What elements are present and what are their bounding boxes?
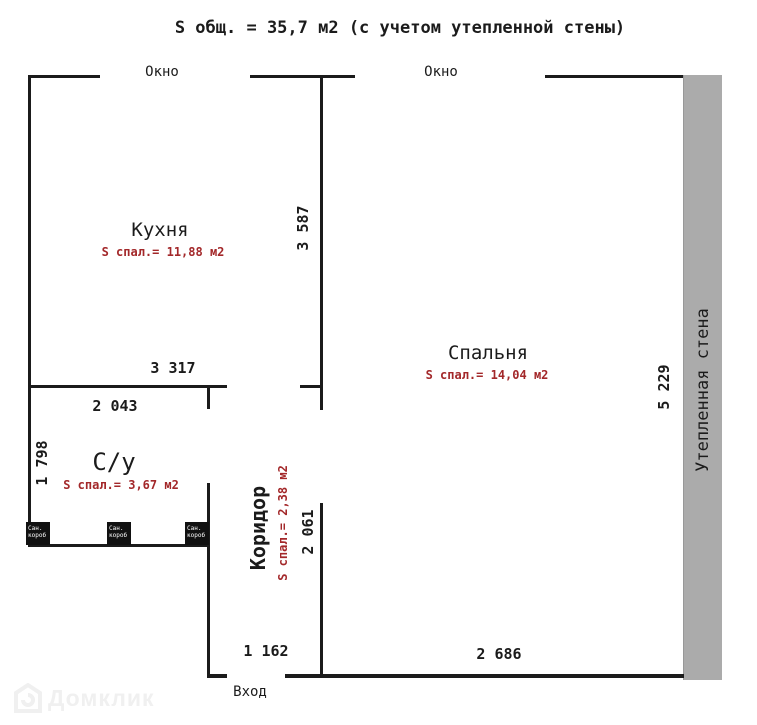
wall-top-segment-1 — [28, 75, 100, 78]
sanitary-box-1: Сан. короб — [26, 522, 50, 545]
wall-kitchen-bottom — [28, 385, 227, 388]
wall-kitchen-bedroom-divider — [320, 75, 323, 410]
domclick-logo-icon — [14, 683, 42, 713]
wall-top-segment-3 — [545, 75, 684, 78]
dimension-kitchen-width: 3 317 — [150, 359, 196, 377]
window-label-2: Окно — [424, 64, 458, 80]
room-area-bedroom: S спал.= 14,04 м2 — [425, 368, 549, 382]
wall-top-segment-2 — [250, 75, 355, 78]
entrance-label: Вход — [233, 684, 267, 700]
wall-corridor-left — [207, 483, 210, 678]
dimension-bedroom-height: 5 229 — [655, 364, 673, 410]
room-name-kitchen: Кухня — [131, 219, 189, 241]
wall-su-right-stub — [207, 385, 210, 409]
dimension-su-width: 2 043 — [92, 397, 138, 415]
wall-su-bottom — [28, 544, 210, 547]
wall-bottom-segment-1 — [207, 674, 227, 678]
room-area-corridor: S спал.= 2,38 м2 — [276, 465, 290, 581]
sanitary-box-label-line2: короб — [187, 532, 206, 539]
sanitary-box-2: Сан. короб — [107, 522, 131, 545]
sanitary-box-label-line1: Сан. — [28, 525, 43, 532]
dimension-kitchen-height: 3 587 — [294, 205, 312, 251]
sanitary-box-label-line1: Сан. — [187, 525, 202, 532]
room-area-bathroom: S спал.= 3,67 м2 — [63, 478, 179, 492]
sanitary-box-label-line1: Сан. — [109, 525, 124, 532]
dimension-bedroom-width: 2 686 — [476, 645, 522, 663]
dimension-corridor-height: 2 061 — [299, 509, 317, 555]
dimension-su-height: 1 798 — [33, 440, 51, 486]
sanitary-box-3: Сан. короб — [185, 522, 209, 545]
wall-corridor-bedroom-divider — [320, 503, 323, 678]
wall-kitchen-bottom-stub — [300, 385, 323, 388]
wall-left-exterior — [28, 75, 31, 547]
watermark-text: Домклик — [48, 684, 155, 711]
sanitary-box-label-line2: короб — [109, 532, 128, 539]
insulated-wall-label: Утепленная стена — [693, 308, 713, 472]
plan-title: S общ. = 35,7 м2 (с учетом утепленной ст… — [174, 18, 626, 38]
room-name-bathroom: С/у — [92, 448, 136, 476]
wall-bottom-segment-2 — [285, 674, 684, 678]
window-label-1: Окно — [145, 64, 179, 80]
room-name-bedroom: Спальня — [447, 342, 529, 364]
sanitary-box-label-line2: короб — [28, 532, 47, 539]
dimension-corridor-width: 1 162 — [243, 642, 289, 660]
room-area-kitchen: S спал.= 11,88 м2 — [101, 245, 225, 259]
watermark: Домклик — [14, 683, 154, 713]
insulated-wall — [683, 75, 722, 680]
room-name-corridor: Коридор — [246, 485, 270, 571]
